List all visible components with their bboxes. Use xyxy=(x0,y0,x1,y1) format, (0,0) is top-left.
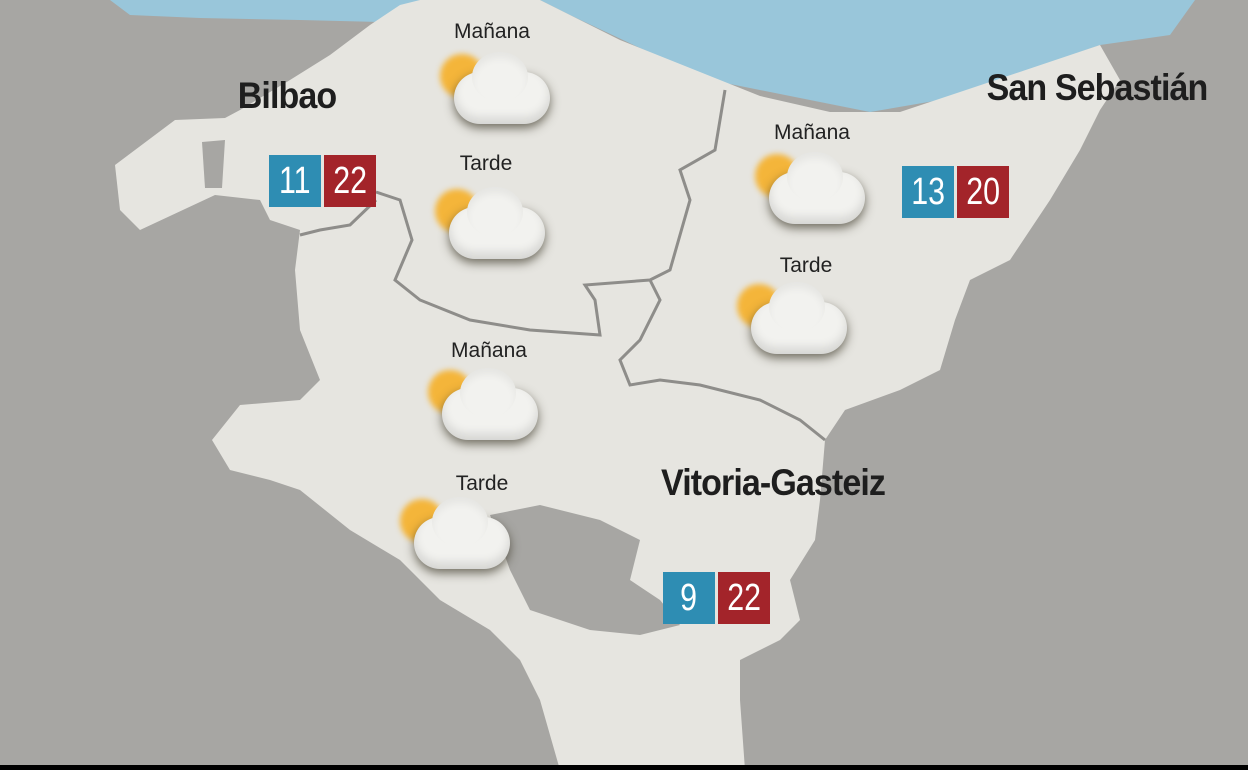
city-label-bilbao: Bilbao xyxy=(237,75,337,116)
city-label-vitoria-gasteiz: Vitoria-Gasteiz xyxy=(661,462,886,503)
city-label-san-sebastian: San Sebastián xyxy=(986,67,1209,108)
sun-behind-cloud-icon xyxy=(428,366,548,456)
temp-badge-vitoria-gasteiz: 9 22 xyxy=(663,572,770,624)
sun-behind-cloud-icon xyxy=(737,280,857,370)
enclave-small xyxy=(202,140,225,188)
period-label: Mañana xyxy=(451,339,527,362)
max-temp: 22 xyxy=(324,155,376,207)
sun-behind-cloud-icon xyxy=(440,50,560,140)
period-label: Tarde xyxy=(455,472,509,495)
min-temp: 9 xyxy=(663,572,715,624)
sun-behind-cloud-icon xyxy=(400,495,520,585)
max-temp: 22 xyxy=(718,572,770,624)
period-label: Mañana xyxy=(774,121,850,144)
province-borders xyxy=(299,89,826,442)
bottom-bar xyxy=(0,765,1248,770)
period-label: Mañana xyxy=(454,20,530,43)
temp-badge-san-sebastian: 13 20 xyxy=(902,166,1009,218)
period-label: Tarde xyxy=(459,152,513,175)
sun-behind-cloud-icon xyxy=(435,185,555,275)
max-temp: 20 xyxy=(957,166,1009,218)
enclave xyxy=(490,505,680,635)
min-temp: 13 xyxy=(902,166,954,218)
sun-behind-cloud-icon xyxy=(755,150,875,240)
temp-badge-bilbao: 11 22 xyxy=(269,155,376,207)
period-label: Tarde xyxy=(779,254,833,277)
min-temp: 11 xyxy=(269,155,321,207)
sea xyxy=(110,0,1195,112)
